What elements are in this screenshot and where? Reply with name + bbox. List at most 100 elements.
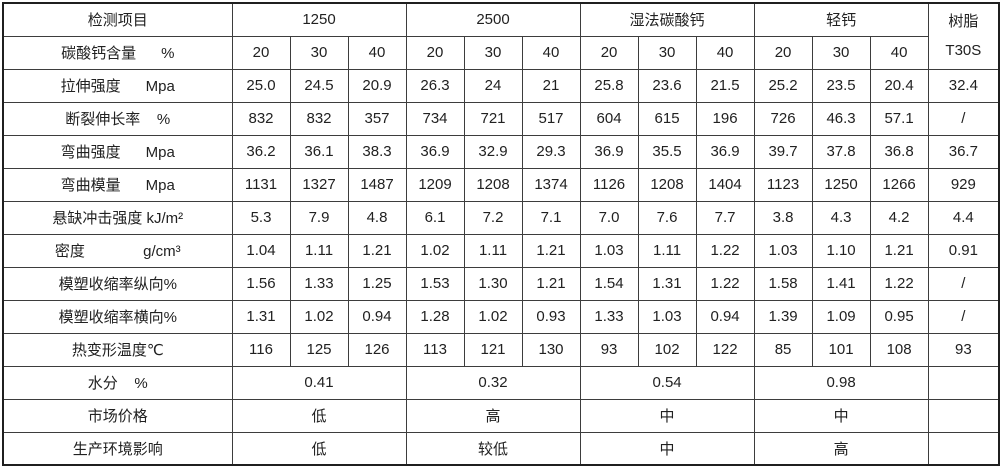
data-cell: 1.39 — [753, 299, 813, 334]
header-row-content: 碳酸钙含量 % 20 30 40 20 30 40 20 30 40 20 30 40 — [2, 35, 999, 70]
data-cell: 113 — [405, 332, 465, 367]
table-row: 弯曲强度 Mpa 36.2 36.1 38.3 36.9 32.9 29.3 36.9 35.5… — [2, 134, 1000, 169]
data-cell: 1208 — [463, 167, 523, 202]
data-cell: 0.94 — [347, 299, 407, 334]
row-label-cell: 断裂伸长率 % — [2, 101, 233, 136]
data-cell: 35.5 — [637, 134, 697, 169]
content-header-cell: 20 — [579, 35, 639, 70]
data-cell: 1.54 — [579, 266, 639, 301]
data-cell: 20.4 — [869, 68, 929, 103]
data-cell: 102 — [637, 332, 697, 367]
row-label-cell: 模塑收缩率横向% — [2, 299, 233, 334]
data-cell: 26.3 — [405, 68, 465, 103]
data-cell: 93 — [579, 332, 639, 367]
data-cell: 1.22 — [695, 233, 755, 268]
merged-data-cell: 较低 — [405, 431, 581, 466]
data-cell: 29.3 — [521, 134, 581, 169]
data-cell: 4.2 — [869, 200, 929, 235]
data-cell: 0.94 — [695, 299, 755, 334]
row-label-cell: 模塑收缩率纵向% — [2, 266, 233, 301]
data-cell: 1.25 — [347, 266, 407, 301]
data-cell: 20.9 — [347, 68, 407, 103]
data-cell: 1.21 — [347, 233, 407, 268]
data-cell: 1126 — [579, 167, 639, 202]
data-cell: 36.8 — [869, 134, 929, 169]
data-cell: 6.1 — [405, 200, 465, 235]
resin-data-cell — [927, 365, 1000, 400]
data-cell: 1123 — [753, 167, 813, 202]
merged-data-cell: 0.32 — [405, 365, 581, 400]
resin-data-cell: / — [927, 299, 1000, 334]
content-header-cell: 30 — [463, 35, 523, 70]
table-row-merged: 市场价格低高中中 — [2, 398, 1000, 433]
data-cell: 23.6 — [637, 68, 697, 103]
data-cell: 1404 — [695, 167, 755, 202]
data-cell: 1.02 — [289, 299, 349, 334]
data-cell: 1.03 — [637, 299, 697, 334]
table-row-merged: 水分 % 0.41 0.32 0.54 0.98 — [2, 365, 1000, 400]
row-label-cell: 碳酸钙含量 % — [2, 35, 233, 70]
content-header-cell: 40 — [347, 35, 407, 70]
merged-data-cell: 0.54 — [579, 365, 755, 400]
data-cell: 196 — [695, 101, 755, 136]
data-cell: 1.28 — [405, 299, 465, 334]
table-row: 拉伸强度 Mpa 25.0 24.5 20.9 26.3 24 21 25.8 23.6 21.5… — [2, 68, 1000, 103]
data-cell: 46.3 — [811, 101, 871, 136]
data-cell: 726 — [753, 101, 813, 136]
merged-data-cell: 高 — [405, 398, 581, 433]
content-header-cell: 20 — [231, 35, 291, 70]
data-cell: 122 — [695, 332, 755, 367]
resin-header-line1: 树脂 — [948, 13, 979, 31]
data-cell: 734 — [405, 101, 465, 136]
data-cell: 25.2 — [753, 68, 813, 103]
data-cell: 1131 — [231, 167, 291, 202]
merged-data-cell: 0.41 — [231, 365, 407, 400]
data-cell: 4.3 — [811, 200, 871, 235]
data-cell: 25.0 — [231, 68, 291, 103]
data-cell: 517 — [521, 101, 581, 136]
data-cell: 604 — [579, 101, 639, 136]
data-cell: 1.31 — [231, 299, 291, 334]
data-cell: 36.9 — [405, 134, 465, 169]
row-label-cell: 生产环境影响 — [2, 431, 233, 466]
data-cell: 37.8 — [811, 134, 871, 169]
data-cell: 1.02 — [405, 233, 465, 268]
row-label-cell: 弯曲强度 Mpa — [2, 134, 233, 169]
resin-data-cell: 4.4 — [927, 200, 1000, 235]
data-cell: 615 — [637, 101, 697, 136]
table-row: 密度 g/cm³ 1.04 1.11 1.21 1.02 1.11 1.21 1.03 1.11… — [2, 233, 1000, 268]
resin-data-cell — [927, 398, 1000, 433]
data-cell: 1266 — [869, 167, 929, 202]
data-cell: 39.7 — [753, 134, 813, 169]
data-cell: 1.33 — [579, 299, 639, 334]
data-cell: 1.33 — [289, 266, 349, 301]
row-label-cell: 水分 % — [2, 365, 233, 400]
data-cell: 1.03 — [579, 233, 639, 268]
table-row: 模塑收缩率纵向% 1.56 1.33 1.25 1.53 1.30 1.21 1.54 1.31… — [2, 266, 1000, 301]
data-cell: 1.10 — [811, 233, 871, 268]
merged-data-cell: 中 — [579, 431, 755, 466]
resin-data-cell: 93 — [927, 332, 1000, 367]
merged-data-cell: 低 — [231, 431, 407, 466]
content-header-cell: 40 — [695, 35, 755, 70]
content-header-cell: 40 — [869, 35, 929, 70]
merged-data-cell: 0.98 — [753, 365, 929, 400]
table-row: 热变形温度℃ 116 125 126 113 121 130 93 102 122 85 101 108… — [2, 332, 1000, 367]
group-header-cell: 2500 — [405, 2, 581, 37]
data-cell: 1327 — [289, 167, 349, 202]
data-cell: 116 — [231, 332, 291, 367]
data-cell: 4.8 — [347, 200, 407, 235]
data-cell: 101 — [811, 332, 871, 367]
group-header-cell: 1250 — [231, 2, 407, 37]
data-cell: 130 — [521, 332, 581, 367]
data-cell: 1.21 — [521, 266, 581, 301]
data-cell: 1.21 — [521, 233, 581, 268]
table-row: 模塑收缩率横向% 1.31 1.02 0.94 1.28 1.02 0.93 1.33 1.03… — [2, 299, 1000, 334]
data-cell: 25.8 — [579, 68, 639, 103]
data-cell: 21 — [521, 68, 581, 103]
data-cell: 1.11 — [637, 233, 697, 268]
data-cell: 1487 — [347, 167, 407, 202]
data-cell: 1.11 — [463, 233, 523, 268]
